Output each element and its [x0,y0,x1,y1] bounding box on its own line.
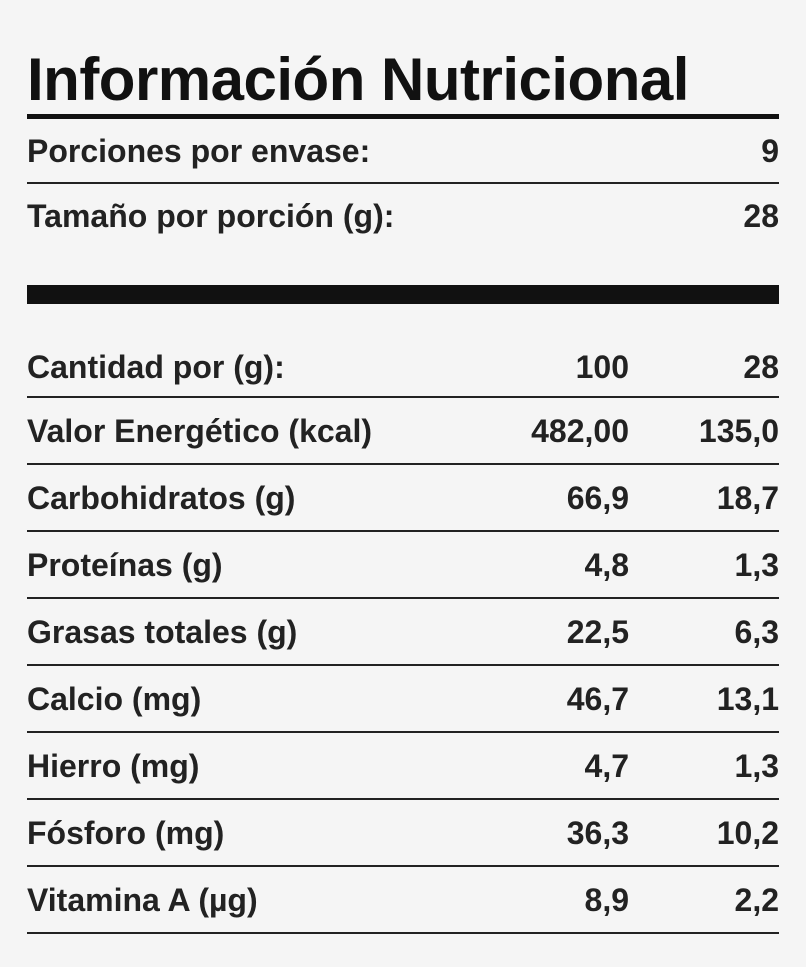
nutrient-list: Valor Energético (kcal) 482,00 135,0 Car… [27,398,779,934]
servings-per-container-value: 9 [761,132,779,169]
nutrient-per-100: 482,00 [531,412,629,449]
nutrient-per-serving: 6,3 [734,613,779,650]
servings-per-container-row: Porciones por envase: 9 [27,119,779,184]
nutrient-per-serving: 1,3 [734,546,779,583]
nutrient-per-100: 36,3 [566,814,629,851]
per-100-header: 100 [575,349,629,385]
nutrient-per-serving: 135,0 [698,412,779,449]
nutrient-row: Calcio (mg) 46,7 13,1 [27,666,779,733]
nutrient-row: Vitamina A (µg) 8,9 2,2 [27,867,779,934]
amount-header-label: Cantidad por (g): [27,349,285,385]
per-serving-header: 28 [743,349,779,385]
nutrient-row: Proteínas (g) 4,8 1,3 [27,532,779,599]
nutrient-per-serving: 2,2 [734,881,779,918]
nutrient-label: Calcio (mg) [27,680,202,717]
nutrient-per-100: 8,9 [584,881,629,918]
section-divider [27,285,779,304]
serving-size-label: Tamaño por porción (g): [27,197,395,234]
nutrient-per-serving: 10,2 [716,814,779,851]
serving-size-value: 28 [743,197,779,234]
nutrient-label: Grasas totales (g) [27,613,298,650]
nutrition-facts-panel: Información Nutricional Porciones por en… [27,48,779,934]
nutrient-row: Hierro (mg) 4,7 1,3 [27,733,779,800]
nutrient-per-100: 4,8 [584,546,629,583]
nutrient-per-serving: 18,7 [716,479,779,516]
nutrient-label: Proteínas (g) [27,546,223,583]
nutrient-per-serving: 13,1 [716,680,779,717]
nutrient-per-100: 66,9 [566,479,629,516]
page-title: Información Nutricional [27,46,689,113]
nutrient-per-100: 22,5 [566,613,629,650]
nutrient-label: Hierro (mg) [27,747,200,784]
nutrient-row: Fósforo (mg) 36,3 10,2 [27,800,779,867]
nutrient-per-100: 4,7 [584,747,629,784]
nutrient-row: Valor Energético (kcal) 482,00 135,0 [27,398,779,465]
amount-header-row: Cantidad por (g): 100 28 [27,338,779,398]
nutrient-per-serving: 1,3 [734,747,779,784]
nutrient-row: Carbohidratos (g) 66,9 18,7 [27,465,779,532]
title-underline [27,114,779,119]
nutrient-label: Carbohidratos (g) [27,479,296,516]
nutrient-row: Grasas totales (g) 22,5 6,3 [27,599,779,666]
nutrient-per-100: 46,7 [566,680,629,717]
nutrient-label: Fósforo (mg) [27,814,225,851]
nutrient-label: Valor Energético (kcal) [27,412,373,449]
serving-size-row: Tamaño por porción (g): 28 [27,184,779,247]
servings-per-container-label: Porciones por envase: [27,132,371,169]
nutrient-label: Vitamina A (µg) [27,881,258,918]
